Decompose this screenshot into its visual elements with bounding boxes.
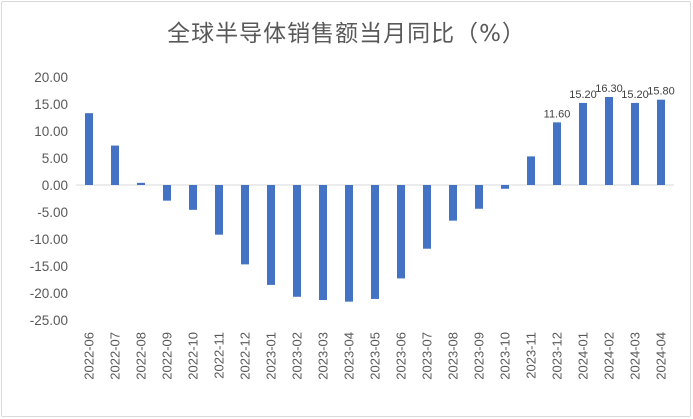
x-tick-label: 2022-11 <box>212 332 227 379</box>
y-tick-label: -5.00 <box>37 205 68 220</box>
bar <box>449 185 457 221</box>
bar <box>371 185 379 299</box>
bar <box>241 185 249 265</box>
data-label: 16.30 <box>595 83 623 95</box>
x-tick-label: 2023-07 <box>420 332 435 380</box>
bar <box>423 185 431 249</box>
bar <box>631 102 639 185</box>
y-tick-label: 5.00 <box>42 151 68 166</box>
x-tick-label: 2024-03 <box>628 332 643 380</box>
x-tick-label: 2023-10 <box>498 332 513 380</box>
bar <box>163 185 171 201</box>
bar <box>293 185 301 297</box>
bar <box>475 185 483 209</box>
x-tick-label: 2023-09 <box>472 332 487 380</box>
bar <box>189 185 197 210</box>
x-tick-label: 2022-09 <box>160 332 175 380</box>
data-label: 15.20 <box>569 89 597 101</box>
bar <box>137 182 145 185</box>
data-label: 15.20 <box>621 89 649 101</box>
data-label: 15.80 <box>647 86 675 98</box>
bar <box>345 185 353 302</box>
y-tick-label: -25.00 <box>30 313 68 328</box>
bar <box>553 122 561 185</box>
chart-title: 全球半导体销售额当月同比（%） <box>167 21 526 47</box>
x-tick-label: 2023-02 <box>290 332 305 380</box>
x-tick-label: 2023-12 <box>550 332 565 380</box>
x-tick-label: 2024-02 <box>602 332 617 380</box>
x-tick-label: 2023-04 <box>342 332 357 380</box>
y-tick-label: 20.00 <box>34 70 68 85</box>
x-tick-label: 2022-12 <box>238 332 253 380</box>
bar <box>579 102 587 185</box>
y-tick-label: 10.00 <box>34 124 68 139</box>
x-tick-label: 2022-06 <box>82 332 97 380</box>
x-tick-label: 2023-06 <box>394 332 409 380</box>
bar <box>85 113 93 185</box>
data-label: 11.60 <box>544 108 571 120</box>
x-tick-label: 2024-01 <box>576 332 591 380</box>
x-tick-label: 2023-11 <box>524 332 539 379</box>
x-tick-label: 2023-05 <box>368 332 383 380</box>
x-tick-label: 2022-08 <box>134 332 149 380</box>
x-tick-label: 2023-03 <box>316 332 331 380</box>
x-tick-label: 2022-10 <box>186 332 201 380</box>
y-tick-label: 15.00 <box>34 97 68 112</box>
x-tick-label: 2024-04 <box>654 332 669 380</box>
bar <box>501 185 509 189</box>
x-tick-label: 2023-08 <box>446 332 461 380</box>
bar <box>527 156 535 185</box>
y-tick-label: 0.00 <box>42 178 68 193</box>
bar <box>111 145 119 185</box>
y-tick-label: -15.00 <box>30 259 68 274</box>
bar <box>319 185 327 301</box>
bar <box>397 185 405 279</box>
bar <box>267 185 275 285</box>
x-tick-label: 2022-07 <box>108 332 123 380</box>
bar <box>657 99 665 185</box>
y-tick-label: -10.00 <box>30 232 68 247</box>
bar <box>605 96 613 185</box>
x-tick-label: 2023-01 <box>264 332 279 380</box>
y-tick-label: -20.00 <box>30 286 68 301</box>
bar <box>215 185 223 235</box>
